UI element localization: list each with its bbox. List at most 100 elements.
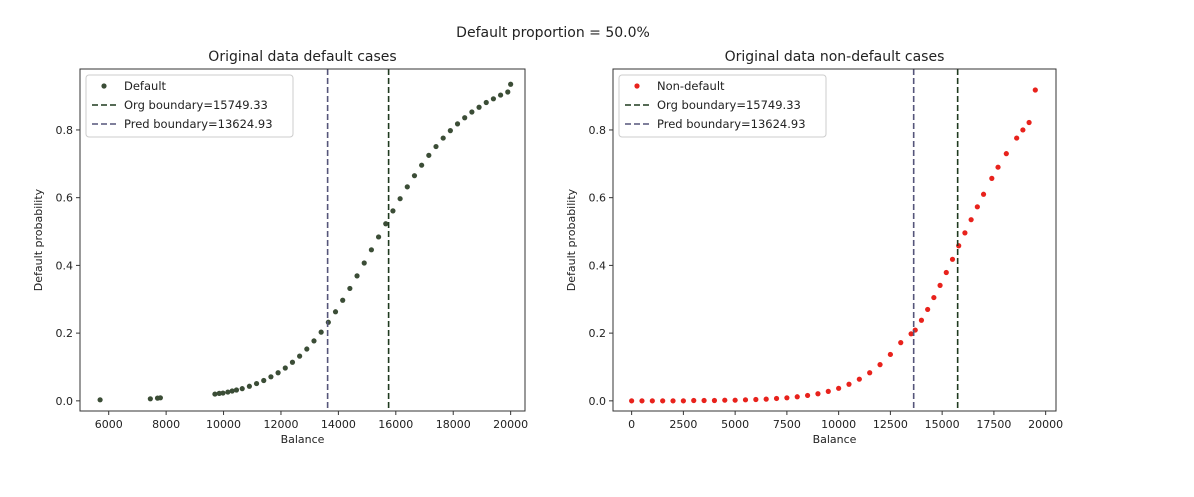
data-point (304, 346, 310, 352)
data-point (763, 396, 769, 402)
data-point (846, 381, 852, 387)
data-point (282, 365, 288, 371)
x-axis-label: Balance (281, 433, 325, 446)
data-point (454, 121, 461, 127)
y-tick-label: 0.2 (589, 327, 607, 340)
legend-label: Non-default (657, 79, 725, 93)
data-point (931, 294, 937, 301)
y-tick-label: 0.0 (56, 395, 74, 408)
x-tick-label: 18000 (436, 418, 471, 431)
data-point (397, 196, 403, 202)
data-point (426, 152, 432, 158)
data-point (680, 398, 686, 404)
data-point (949, 256, 956, 262)
data-point (253, 380, 260, 387)
legend-marker (634, 83, 640, 89)
chart-non-default-cases: Original data non-default cases 0 2500 5000… (565, 49, 1063, 446)
data-point (462, 115, 468, 121)
figure-suptitle: Default proportion = 50.0% (456, 25, 650, 41)
data-point (815, 391, 821, 397)
y-tick-label: 0.6 (56, 192, 74, 205)
data-point (742, 397, 749, 403)
chart-title: Original data default cases (208, 49, 396, 65)
data-point (220, 390, 226, 396)
x-tick-label: 8000 (152, 418, 180, 431)
legend-label: Org boundary=15749.33 (657, 98, 801, 112)
data-point (383, 221, 389, 227)
data-point (275, 370, 281, 376)
data-point (937, 282, 943, 288)
legend-label: Org boundary=15749.33 (124, 98, 268, 112)
data-point (229, 388, 235, 394)
data-point (1003, 151, 1009, 157)
data-point (773, 395, 780, 402)
axes-frame (79, 68, 526, 412)
y-tick-label: 0.2 (56, 327, 74, 340)
data-point (390, 208, 396, 214)
x-tick-label: 10000 (206, 418, 241, 431)
data-point (497, 92, 504, 98)
data-point (974, 204, 980, 210)
data-point (670, 398, 676, 404)
series-default (97, 81, 514, 403)
data-point (1026, 119, 1032, 126)
y-axis-label: Default probability (32, 188, 45, 291)
data-point (212, 391, 218, 397)
data-point (332, 309, 339, 315)
data-point (233, 387, 240, 393)
data-point (375, 234, 382, 240)
data-point (147, 396, 153, 402)
data-point (476, 104, 482, 110)
data-point (639, 398, 645, 404)
legend: Default Org boundary=15749.33 Pred boundar… (85, 74, 294, 138)
data-point (505, 89, 511, 95)
x-tick-label: 5000 (721, 418, 749, 431)
legend-marker (101, 83, 107, 89)
x-tick-label: 17500 (976, 418, 1011, 431)
y-tick-label: 0.8 (56, 124, 74, 137)
data-point (968, 217, 974, 223)
data-point (1032, 87, 1038, 93)
y-tick-label: 0.0 (589, 395, 607, 408)
data-point (649, 398, 655, 404)
x-tick-label: 12000 (263, 418, 298, 431)
x-tick-label: 14000 (321, 418, 356, 431)
data-point (980, 191, 987, 197)
data-point (354, 273, 360, 279)
data-point (419, 162, 425, 168)
data-point (701, 397, 707, 404)
data-point (887, 351, 893, 358)
data-point (691, 397, 697, 404)
data-point (216, 390, 222, 396)
x-tick-label: 6000 (95, 418, 123, 431)
data-point (225, 389, 231, 395)
x-axis-label: Balance (813, 433, 857, 446)
y-axis-label: Default probability (565, 188, 578, 291)
data-point (918, 317, 925, 323)
data-point (877, 362, 883, 368)
x-tick-label: 20000 (1028, 418, 1063, 431)
data-point (289, 359, 296, 365)
data-point (297, 353, 303, 359)
data-point (483, 99, 489, 106)
legend-label: Default (124, 79, 167, 93)
data-point (784, 395, 790, 401)
x-tick-label: 10000 (821, 418, 856, 431)
data-point (246, 383, 252, 389)
y-tick-label: 0.6 (589, 192, 607, 205)
x-tick-label: 20000 (493, 418, 528, 431)
data-point (340, 297, 346, 303)
data-point (943, 269, 949, 276)
data-point (629, 398, 635, 404)
y-tick-label: 0.4 (589, 259, 607, 272)
legend-label: Pred boundary=13624.93 (657, 117, 806, 131)
data-point (867, 370, 873, 376)
data-point (660, 398, 666, 404)
x-tick-label: 15000 (925, 418, 960, 431)
data-point (157, 395, 163, 401)
chart-title: Original data non-default cases (725, 49, 945, 65)
data-point (347, 285, 353, 292)
data-point (97, 397, 103, 403)
data-point (898, 340, 904, 346)
